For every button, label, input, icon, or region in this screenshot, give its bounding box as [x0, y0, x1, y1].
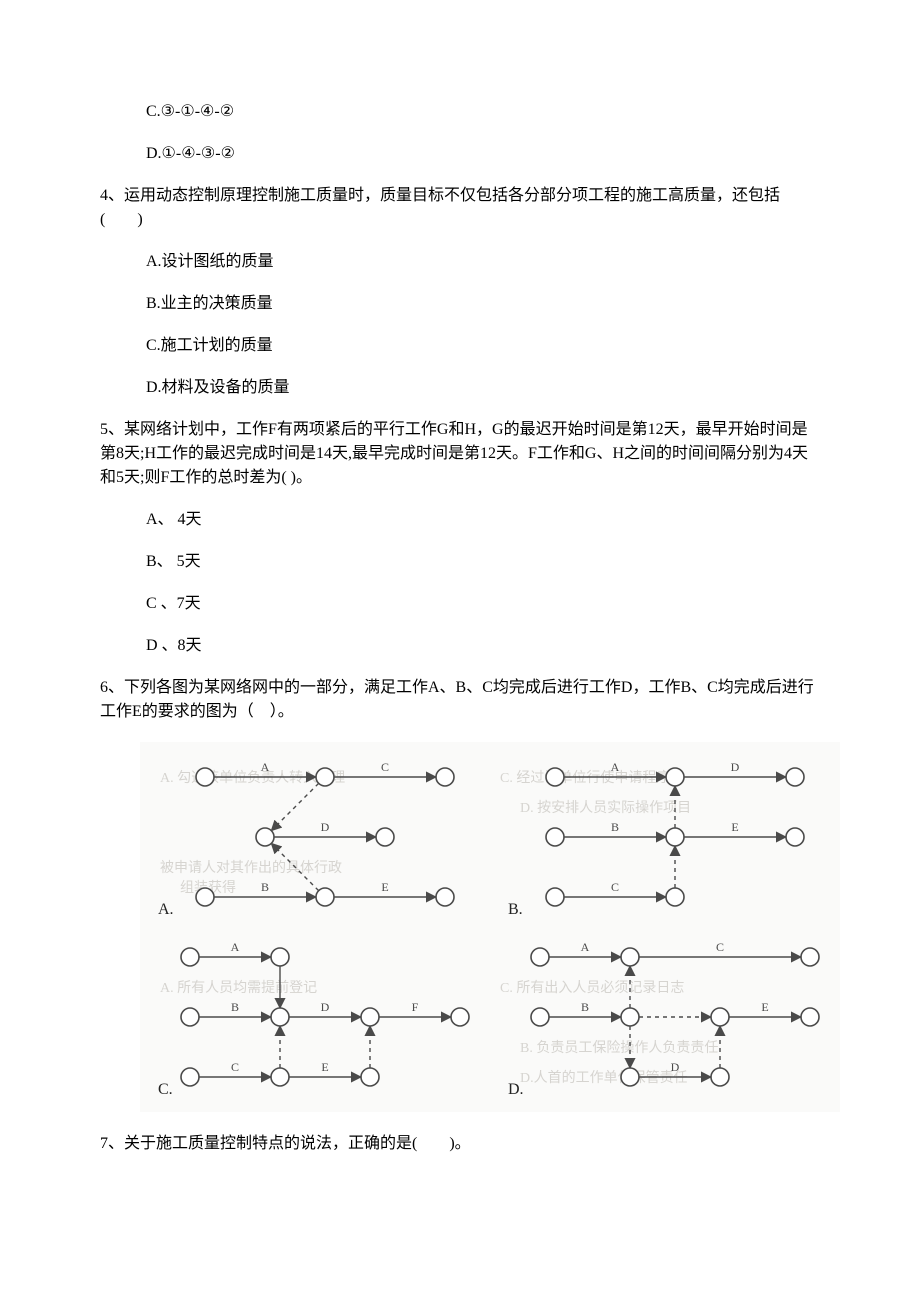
svg-text:A: A	[581, 940, 590, 954]
svg-text:C. 所有出入人员必须记录日志: C. 所有出入人员必须记录日志	[500, 980, 684, 996]
svg-text:C: C	[231, 1060, 239, 1074]
svg-text:A: A	[231, 940, 240, 954]
svg-text:C: C	[611, 880, 619, 894]
q5-option-c: C 、7天	[146, 592, 820, 616]
svg-text:C: C	[716, 940, 724, 954]
q4-option-d: D.材料及设备的质量	[146, 376, 820, 400]
q6-diagram: A. 勾选该单位负责人转入审理C. 经过该单位行使申请程序D. 按安排人员实际操…	[140, 742, 820, 1112]
q3-option-d: D.①-④-③-②	[146, 142, 820, 166]
svg-text:E: E	[321, 1060, 328, 1074]
svg-text:B: B	[261, 880, 269, 894]
q7-stem: 7、关于施工质量控制特点的说法，正确的是( )。	[100, 1132, 820, 1156]
svg-text:F: F	[412, 1000, 419, 1014]
q5-option-a: A、 4天	[146, 508, 820, 532]
q5-stem: 5、某网络计划中，工作F有两项紧后的平行工作G和H，G的最迟开始时间是第12天，…	[100, 418, 820, 490]
svg-text:C: C	[381, 760, 389, 774]
q4-option-b: B.业主的决策质量	[146, 292, 820, 316]
svg-text:A. 所有人员均需提前登记: A. 所有人员均需提前登记	[160, 979, 317, 996]
q3-option-c: C.③-①-④-②	[146, 100, 820, 124]
q4-stem: 4、运用动态控制原理控制施工质量时，质量目标不仅包括各分部分项工程的施工高质量，…	[100, 184, 820, 232]
q5-option-b: B、 5天	[146, 550, 820, 574]
svg-text:B: B	[611, 820, 619, 834]
svg-text:D: D	[321, 820, 330, 834]
q5-option-d: D 、8天	[146, 634, 820, 658]
svg-text:B. 负责员工保险操作人负责责任: B. 负责员工保险操作人负责责任	[520, 1040, 718, 1056]
q6-stem: 6、下列各图为某网络网中的一部分，满足工作A、B、C均完成后进行工作D，工作B、…	[100, 676, 820, 724]
svg-text:D: D	[731, 760, 740, 774]
svg-text:C.: C.	[158, 1081, 173, 1098]
svg-text:A.: A.	[158, 901, 174, 918]
q4-option-c: C.施工计划的质量	[146, 334, 820, 358]
svg-text:E: E	[761, 1000, 768, 1014]
svg-text:E: E	[731, 820, 738, 834]
svg-text:D.人首的工作单位保管责任: D.人首的工作单位保管责任	[520, 1070, 688, 1086]
svg-text:B.: B.	[508, 901, 523, 918]
svg-text:B: B	[231, 1000, 239, 1014]
svg-text:A: A	[611, 760, 620, 774]
svg-text:D.: D.	[508, 1081, 524, 1098]
svg-text:D. 按安排人员实际操作项目: D. 按安排人员实际操作项目	[520, 800, 691, 816]
svg-text:D: D	[671, 1060, 680, 1074]
svg-text:B: B	[581, 1000, 589, 1014]
svg-text:E: E	[381, 880, 388, 894]
q4-option-a: A.设计图纸的质量	[146, 250, 820, 274]
svg-text:A: A	[261, 760, 270, 774]
svg-text:被申请人对其作出的具体行政: 被申请人对其作出的具体行政	[160, 860, 342, 876]
svg-text:D: D	[321, 1000, 330, 1014]
